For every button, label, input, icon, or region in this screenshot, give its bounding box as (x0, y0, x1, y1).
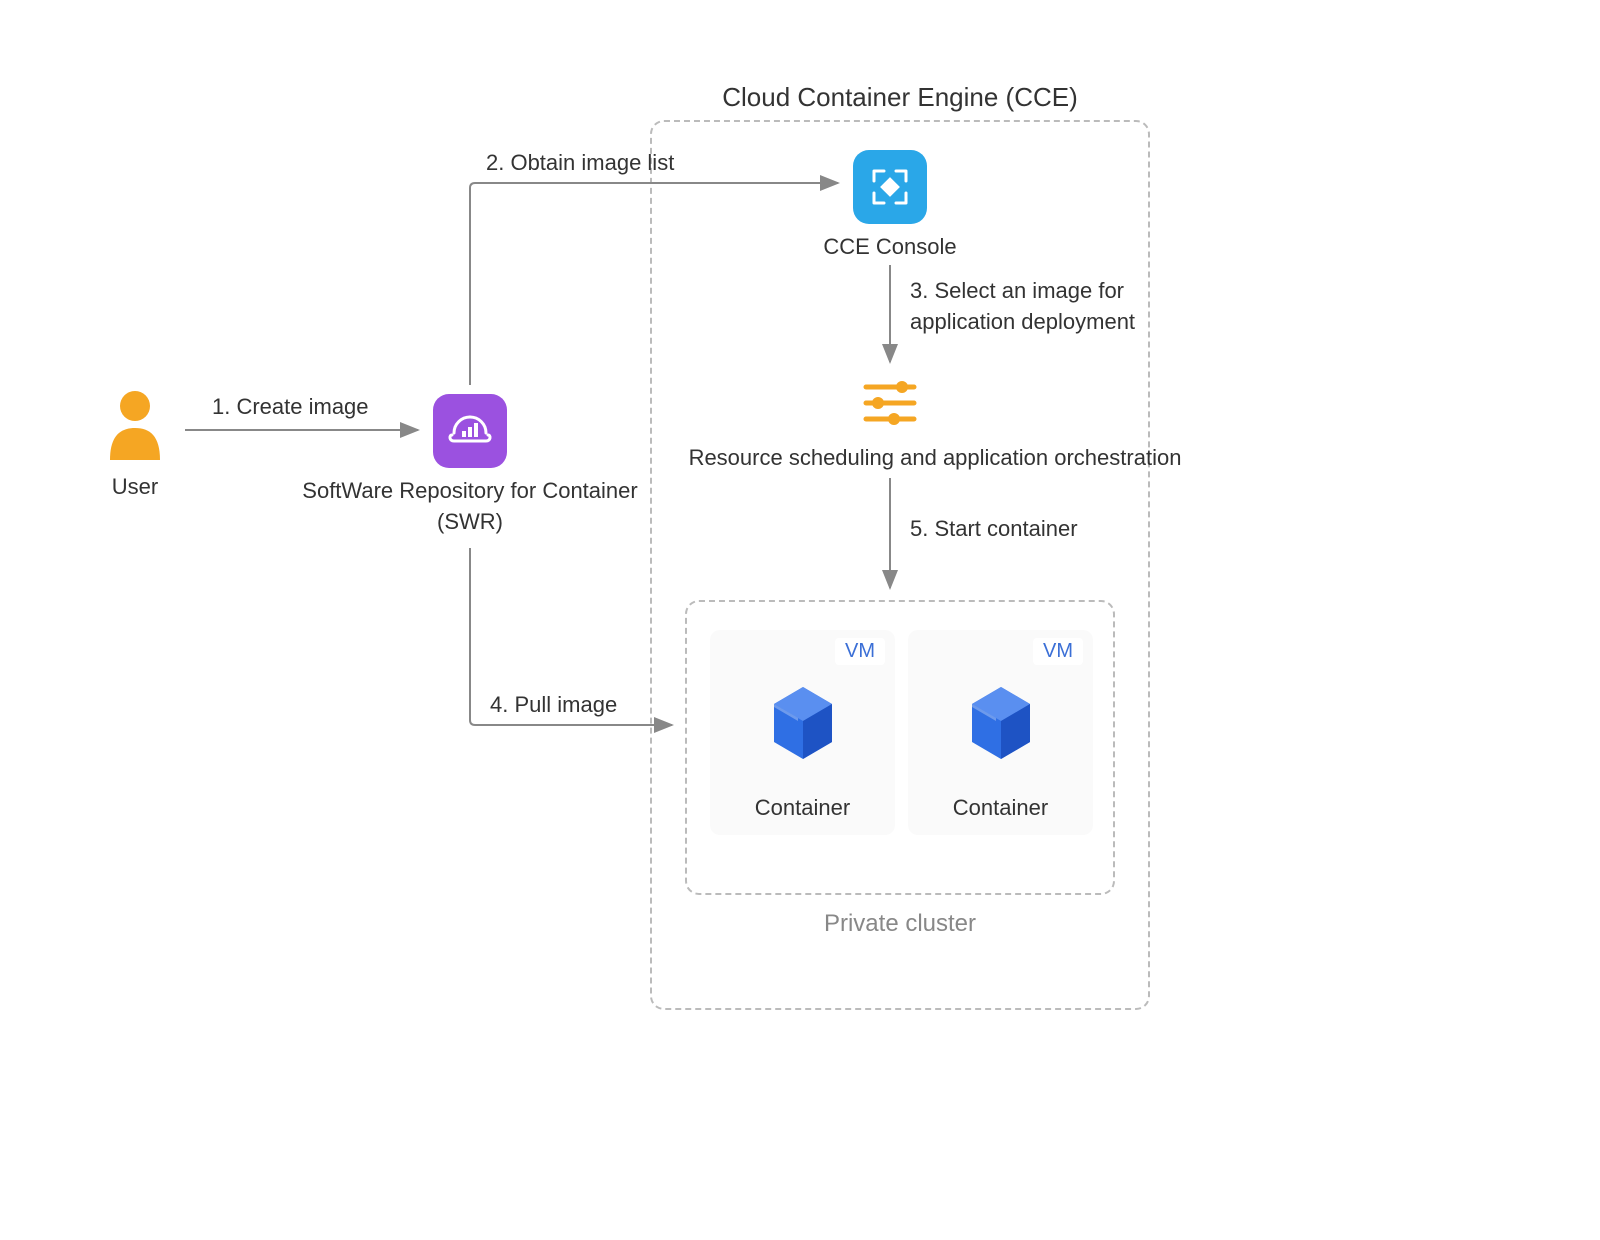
edge-3-label-line2: application deployment (910, 309, 1135, 334)
edge-1-label: 1. Create image (212, 394, 369, 420)
arrows-layer (0, 0, 1600, 1240)
edge-3-label: 3. Select an image for application deplo… (910, 276, 1170, 338)
edge-2-label: 2. Obtain image list (486, 150, 674, 176)
edge-5-label: 5. Start container (910, 516, 1078, 542)
edge-3-label-line1: 3. Select an image for (910, 278, 1124, 303)
edge-4-label: 4. Pull image (490, 692, 617, 718)
